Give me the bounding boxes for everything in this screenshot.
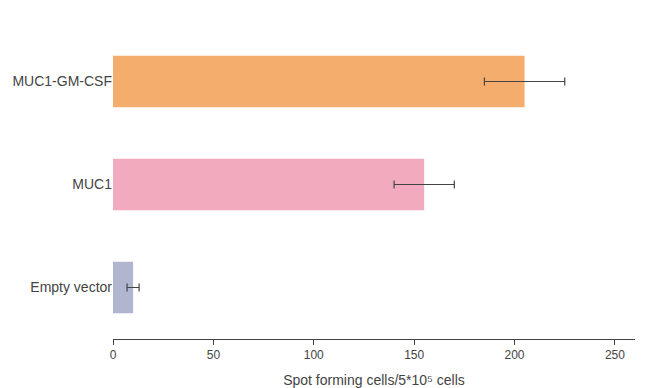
- svg-text:Spot forming cells/5*10⁵ cells: Spot forming cells/5*10⁵ cells: [283, 372, 465, 388]
- svg-text:Empty vector: Empty vector: [30, 279, 112, 295]
- svg-text:250: 250: [605, 348, 625, 362]
- svg-text:100: 100: [304, 348, 324, 362]
- svg-text:MUC1-GM-CSF: MUC1-GM-CSF: [12, 73, 112, 89]
- svg-text:0: 0: [110, 348, 117, 362]
- svg-text:150: 150: [404, 348, 424, 362]
- svg-text:200: 200: [505, 348, 525, 362]
- svg-text:MUC1: MUC1: [72, 176, 112, 192]
- svg-text:50: 50: [207, 348, 221, 362]
